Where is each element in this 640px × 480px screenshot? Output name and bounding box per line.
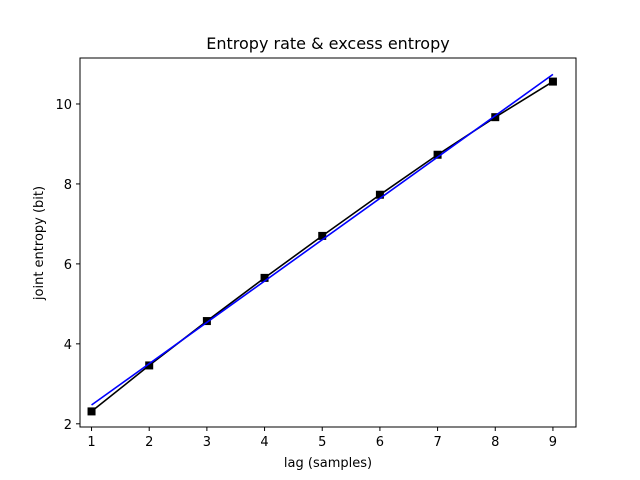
y-axis-label: joint entropy (bit) (32, 186, 47, 301)
x-tick-label: 4 (260, 435, 268, 450)
data-point (491, 113, 500, 122)
x-tick-label: 2 (145, 435, 153, 450)
data-point (433, 150, 442, 159)
x-tick-label: 9 (549, 435, 557, 450)
y-axis: 2 4 6 8 10 (55, 98, 80, 433)
series-line-fit (91, 73, 554, 406)
x-axis-label: lag (samples) (284, 456, 372, 471)
y-tick-label: 10 (55, 98, 72, 113)
x-tick-label: 6 (376, 435, 384, 450)
y-tick-label: 6 (64, 258, 72, 273)
chart-title: Entropy rate & excess entropy (206, 34, 449, 53)
series-layer (87, 73, 557, 416)
y-tick-label: 2 (64, 418, 72, 433)
x-tick-label: 8 (491, 435, 499, 450)
plot-frame (79, 57, 577, 428)
y-tick-label: 4 (64, 338, 72, 353)
data-point (145, 361, 154, 370)
data-point (87, 407, 96, 416)
data-point (260, 273, 269, 282)
x-tick-label: 7 (433, 435, 441, 450)
data-point (202, 317, 211, 326)
data-point (318, 231, 327, 240)
x-tick-label: 1 (87, 435, 95, 450)
data-point (375, 190, 384, 199)
x-axis: 1 2 3 4 5 6 7 8 9 (87, 427, 557, 450)
y-tick-label: 8 (64, 178, 72, 193)
x-tick-label: 5 (318, 435, 326, 450)
x-tick-label: 3 (203, 435, 211, 450)
data-point (548, 77, 557, 86)
